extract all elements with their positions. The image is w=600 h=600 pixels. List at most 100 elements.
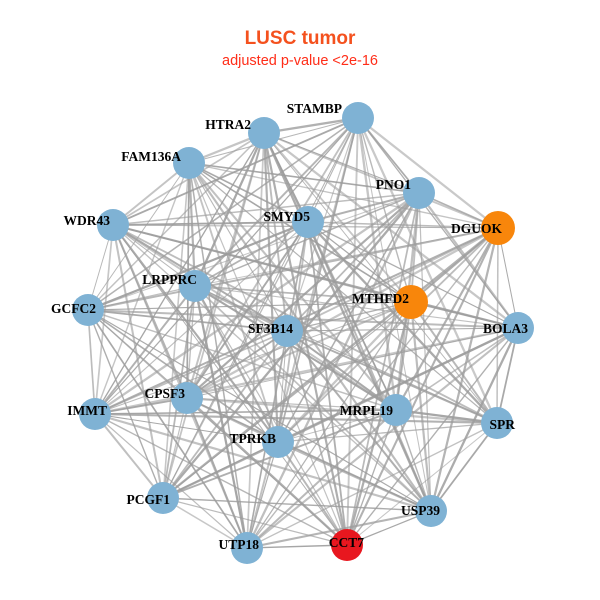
graph-node-label-fam136a: FAM136A (121, 149, 181, 164)
graph-node-fam136a[interactable] (173, 147, 205, 179)
edge-line (112, 117, 359, 226)
edge-line (87, 309, 248, 549)
edge-line (410, 301, 519, 329)
graph-node-mthfd2[interactable] (394, 285, 428, 319)
graph-node-label-immt: IMMT (67, 403, 107, 418)
edge-line (186, 301, 412, 399)
graph-node-label-stambp: STAMBP (287, 101, 342, 116)
edge-line (162, 497, 248, 549)
graph-node-wdr43[interactable] (97, 209, 129, 241)
graph-node-bola3[interactable] (502, 312, 534, 344)
graph-node-pno1[interactable] (403, 177, 435, 209)
edge-line (87, 309, 96, 415)
edge-line (246, 327, 519, 549)
edge-line (188, 162, 498, 424)
graph-node-lrpprc[interactable] (179, 270, 211, 302)
edge-line (246, 441, 279, 549)
edge-line (162, 330, 288, 499)
graph-node-label-sf3b14: SF3B14 (248, 321, 293, 336)
edge-layer (87, 116, 520, 550)
edge-line (263, 132, 412, 303)
edge-line (430, 422, 498, 512)
graph-node-spr[interactable] (481, 407, 513, 439)
edge-line (87, 309, 288, 332)
edge-line (277, 409, 397, 443)
edge-line (286, 327, 519, 332)
edge-line (194, 117, 359, 287)
edge-line (246, 509, 432, 550)
edge-line (162, 301, 412, 499)
edge-line (277, 330, 288, 443)
graph-node-dguok[interactable] (481, 211, 515, 245)
edge-line (307, 192, 420, 223)
plot-subtitle: adjusted p-value <2e-16 (222, 52, 378, 69)
edge-line (188, 162, 499, 229)
graph-node-cpsf3[interactable] (171, 382, 203, 414)
edge-line (194, 192, 420, 287)
graph-node-label-mthfd2: MTHFD2 (352, 291, 409, 306)
edge-line (87, 220, 309, 312)
edge-line (286, 301, 412, 332)
edge-line (112, 192, 420, 226)
edge-line (395, 408, 498, 425)
edge-line (307, 221, 348, 546)
graph-node-label-smyd5: SMYD5 (264, 209, 311, 224)
edge-line (357, 117, 499, 229)
edge-line (193, 132, 266, 287)
edge-line (87, 309, 397, 411)
edge-line (194, 285, 412, 303)
graph-node-immt[interactable] (79, 398, 111, 430)
edge-line (246, 544, 348, 549)
graph-node-mrpl19[interactable] (380, 394, 412, 426)
edge-line (87, 309, 164, 499)
graph-node-label-usp39: USP39 (401, 503, 440, 518)
edge-line (112, 224, 196, 287)
graph-node-label-pcgf1: PCGF1 (127, 492, 171, 507)
graph-node-pcgf1[interactable] (147, 482, 179, 514)
plot-title-block: LUSC tumor adjusted p-value <2e-16 (0, 28, 600, 70)
edge-line (94, 413, 248, 549)
edge-line (418, 192, 519, 329)
edge-line (277, 441, 348, 546)
graph-node-label-tprkb: TPRKB (229, 431, 276, 446)
node-label-layer: STAMBP HTRA2 FAM136A PNO1 WDR43 SMYD5 DGUOK LRP… (51, 101, 528, 552)
edge-line (496, 327, 519, 424)
edge-line (162, 162, 190, 499)
graph-node-smyd5[interactable] (292, 206, 324, 238)
edge-line (356, 117, 499, 424)
edge-line (112, 221, 309, 226)
graph-node-label-lrpprc: LRPPRC (142, 272, 197, 287)
graph-node-tprkb[interactable] (262, 426, 294, 458)
edge-line (87, 309, 432, 512)
edge-line (194, 285, 519, 329)
edge-line (429, 227, 500, 512)
edge-line (188, 162, 288, 332)
graph-node-cct7[interactable] (331, 529, 363, 561)
graph-node-label-dguok: DGUOK (451, 221, 503, 236)
edge-line (87, 132, 265, 311)
edge-line (87, 308, 519, 330)
graph-node-label-spr: SPR (489, 417, 515, 432)
graph-node-label-cct7: CCT7 (329, 535, 365, 550)
edge-line (162, 497, 348, 546)
graph-node-htra2[interactable] (248, 117, 280, 149)
edge-line (94, 330, 288, 415)
graph-node-stambp[interactable] (342, 102, 374, 134)
graph-node-gcfc2[interactable] (72, 294, 104, 326)
edge-line (87, 301, 412, 311)
edge-line (286, 192, 420, 332)
graph-node-label-gcfc2: GCFC2 (51, 301, 96, 316)
edge-line (263, 132, 499, 229)
graph-node-sf3b14[interactable] (271, 315, 303, 347)
graph-node-label-utp18: UTP18 (219, 537, 260, 552)
edge-line (345, 301, 413, 546)
edge-line (94, 412, 432, 513)
edge-line (188, 162, 248, 549)
edge-line (94, 413, 279, 443)
graph-node-utp18[interactable] (231, 532, 263, 564)
edge-line (186, 397, 248, 549)
graph-node-usp39[interactable] (415, 495, 447, 527)
edge-line (194, 285, 432, 512)
